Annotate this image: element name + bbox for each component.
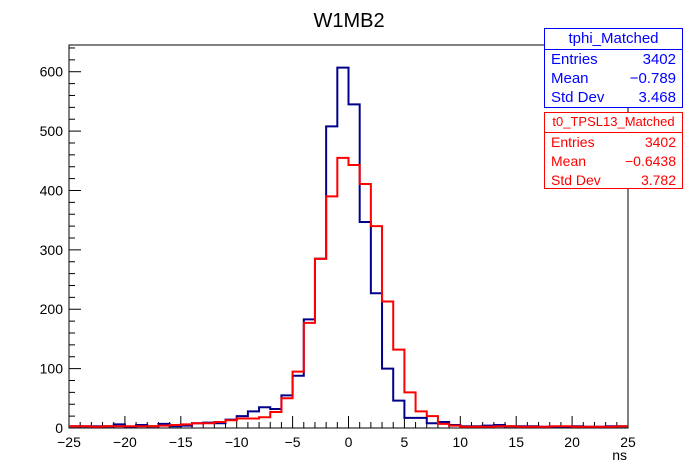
x-tick-label: 5 xyxy=(401,434,409,450)
stats-row-entries: Entries 3402 xyxy=(545,50,682,69)
stats-value: 3.468 xyxy=(638,89,676,106)
axes: −25 −20 −15 −10 −5 0 5 10 15 20 25 0 100 200 300 400 500… xyxy=(40,47,636,450)
y-tick-label: 200 xyxy=(40,301,64,317)
y-tick-label: 0 xyxy=(55,420,63,436)
stats-label: Std Dev xyxy=(551,89,605,106)
stats-value: 3.782 xyxy=(640,172,676,188)
stats-row-std: Std Dev 3.468 xyxy=(545,88,682,107)
stats-label: Mean xyxy=(551,70,589,87)
stats-box-tphi: tphi_Matched Entries 3402 Mean −0.789 St… xyxy=(544,28,683,108)
stats-row-std: Std Dev 3.782 xyxy=(545,171,682,190)
stats-row-mean: Mean −0.789 xyxy=(545,69,682,88)
stats-row-entries: Entries 3402 xyxy=(545,133,682,152)
series-layer xyxy=(69,66,628,428)
stats-title: t0_TPSL13_Matched xyxy=(545,113,682,133)
x-tick-label: −10 xyxy=(225,434,249,450)
y-tick-label: 400 xyxy=(40,182,64,198)
stats-title: tphi_Matched xyxy=(545,29,682,50)
x-tick-label: 25 xyxy=(620,434,636,450)
x-tick-label: 10 xyxy=(453,434,469,450)
x-tick-label: −25 xyxy=(57,434,81,450)
stats-label: Mean xyxy=(551,153,587,169)
x-tick-label: 20 xyxy=(564,434,580,450)
stats-label: Entries xyxy=(551,51,598,68)
x-tick-label: −5 xyxy=(285,434,301,450)
x-axis-label: ns xyxy=(612,447,627,463)
stats-value: −0.6438 xyxy=(625,153,676,169)
y-tick-label: 300 xyxy=(40,242,64,258)
stats-box-t0: t0_TPSL13_Matched Entries 3402 Mean −0.6… xyxy=(544,112,683,189)
stats-row-mean: Mean −0.6438 xyxy=(545,152,682,171)
histogram-t0_TPSL13_Matched xyxy=(69,156,628,428)
stats-value: −0.789 xyxy=(629,70,676,87)
x-tick-label: 0 xyxy=(345,434,353,450)
chart-title: W1MB2 xyxy=(313,10,384,32)
x-tick-label: 15 xyxy=(508,434,524,450)
stats-value: 3402 xyxy=(644,134,676,150)
x-tick-label: −20 xyxy=(113,434,137,450)
y-tick-label: 500 xyxy=(40,123,64,139)
stats-label: Std Dev xyxy=(551,172,601,188)
stats-label: Entries xyxy=(551,134,595,150)
y-tick-label: 600 xyxy=(40,64,64,80)
y-tick-label: 100 xyxy=(40,361,64,377)
x-tick-label: −15 xyxy=(169,434,193,450)
stats-value: 3402 xyxy=(642,51,676,68)
